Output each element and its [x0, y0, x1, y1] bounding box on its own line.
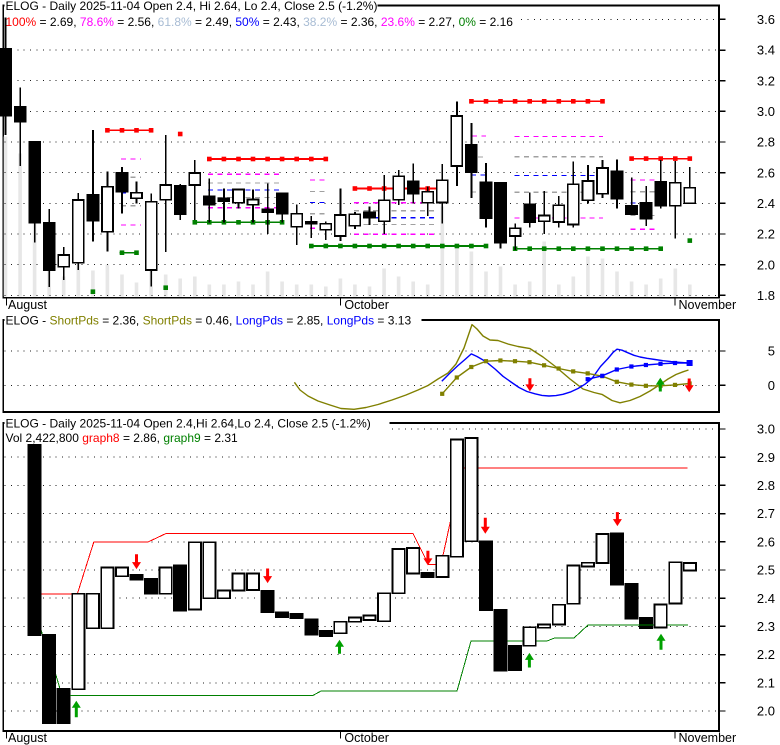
svg-text:2.8: 2.8	[757, 478, 775, 493]
svg-text:2.0: 2.0	[757, 704, 775, 719]
svg-text:2.1: 2.1	[757, 675, 775, 690]
svg-text:ELOG - Daily 2025-11-04 Open 2: ELOG - Daily 2025-11-04 Open 2.4,Hi 2.64…	[6, 417, 371, 431]
svg-text:August: August	[8, 731, 47, 745]
svg-text:1.8: 1.8	[757, 288, 775, 303]
svg-text:Vol 2,422,800 graph8 = 2.86, g: Vol 2,422,800 graph8 = 2.86, graph9 = 2.…	[6, 431, 239, 445]
svg-text:2.6: 2.6	[757, 534, 775, 549]
svg-text:2.2: 2.2	[757, 227, 775, 242]
svg-text:5: 5	[768, 344, 775, 359]
svg-text:November: November	[679, 731, 737, 745]
svg-text:August: August	[8, 298, 47, 312]
svg-text:2.8: 2.8	[757, 135, 775, 150]
svg-text:2.2: 2.2	[757, 647, 775, 662]
svg-text:0: 0	[768, 378, 775, 393]
svg-text:ELOG - Daily 2025-11-04 Open 2: ELOG - Daily 2025-11-04 Open 2.4, Hi 2.6…	[6, 0, 378, 13]
svg-text:October: October	[344, 298, 388, 312]
svg-text:2.5: 2.5	[757, 563, 775, 578]
svg-text:2.4: 2.4	[757, 196, 775, 211]
svg-text:3.4: 3.4	[757, 43, 775, 58]
svg-text:ELOG - ShortPds = 2.36, ShortP: ELOG - ShortPds = 2.36, ShortPds = 0.46,…	[6, 314, 412, 328]
svg-text:2.9: 2.9	[757, 450, 775, 465]
svg-text:October: October	[344, 731, 388, 745]
svg-text:2.3: 2.3	[757, 619, 775, 634]
svg-text:3.0: 3.0	[757, 104, 775, 119]
svg-text:100% = 2.69, 78.6% = 2.56, 61.: 100% = 2.69, 78.6% = 2.56, 61.8% = 2.49,…	[6, 15, 514, 29]
svg-text:3.2: 3.2	[757, 73, 775, 88]
svg-text:2.0: 2.0	[757, 257, 775, 272]
svg-text:3.6: 3.6	[757, 12, 775, 27]
svg-text:2.6: 2.6	[757, 165, 775, 180]
svg-text:2.7: 2.7	[757, 506, 775, 521]
svg-text:November: November	[679, 298, 737, 312]
svg-text:2.4: 2.4	[757, 591, 775, 606]
svg-text:3.0: 3.0	[757, 422, 775, 437]
